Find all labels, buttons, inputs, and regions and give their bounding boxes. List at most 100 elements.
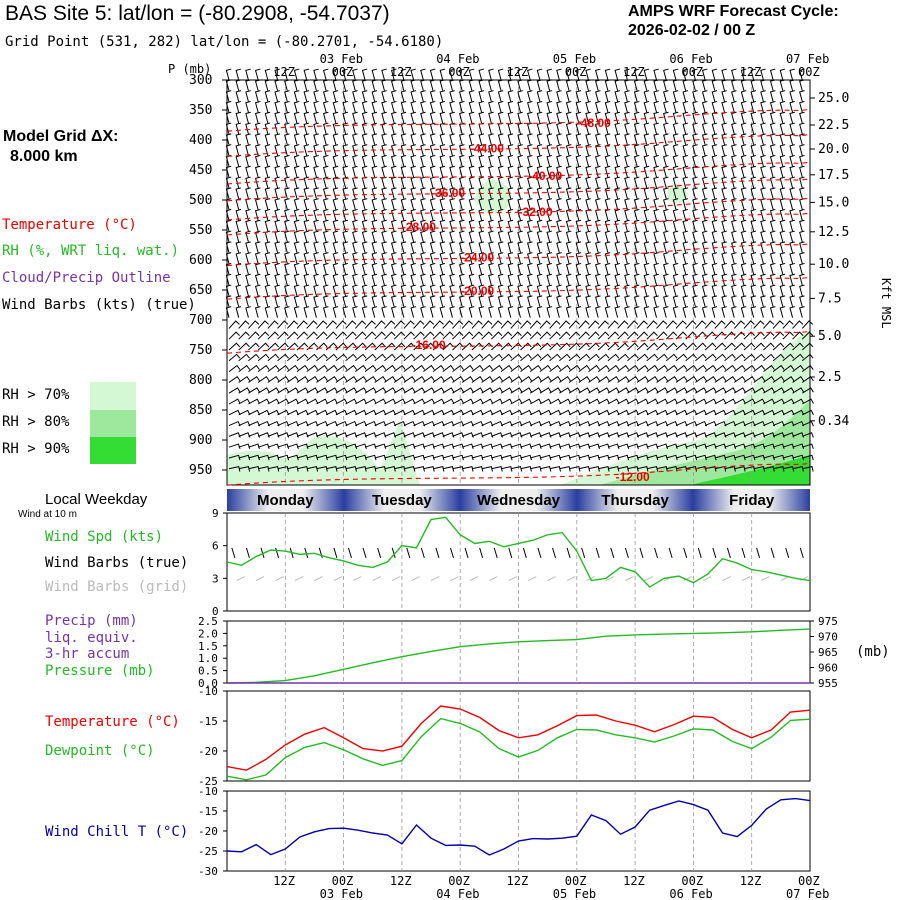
wind-barb [491,398,503,405]
wind-barb [779,284,786,297]
wind-barb [225,241,232,253]
wind-barb [779,79,786,91]
wind-barb [497,90,504,102]
wind-barb [374,376,387,383]
wind-barb [682,165,689,178]
wind-barb [636,364,649,372]
wind-barb [653,187,659,199]
wind-barb [313,306,319,318]
wind-barb [740,284,747,297]
wind-barb [711,198,718,210]
wind-barb [682,154,689,167]
wind-barb [390,165,397,178]
wind-barb [439,306,446,318]
wind-barb [390,306,397,318]
wind-barb [264,154,271,167]
wind-barb [704,353,717,362]
wind-barb [711,262,718,275]
wind-barb [769,295,776,307]
wind-barb [429,133,436,145]
wind-barb [782,320,794,329]
wind-barb [740,90,747,102]
wind-barb [342,208,348,221]
wind-barb [704,409,717,416]
wind-barb [488,122,494,135]
wind-barb [792,398,805,405]
wind-barb [556,187,562,199]
wind-barb [257,353,270,362]
wind-barb [449,262,455,275]
wind-barb [390,133,397,145]
wind-barb [400,111,407,124]
wind-barb [724,342,736,351]
wind-barb [225,133,232,145]
wind-barb [604,165,611,178]
wind-barb [536,273,543,286]
wind-barb [604,252,611,264]
wind-barb [254,306,261,318]
wind-barb [769,187,776,199]
wind-barb [598,465,610,472]
wind-barb [595,284,601,297]
wind-barb [439,187,446,199]
wind-barb [663,219,669,232]
rh-legend-label: RH (%, WRT liq. wat.) [2,243,180,259]
wind-barb [345,364,357,372]
wind-barb [588,387,601,394]
wind-barb [779,68,786,81]
wind-barb [313,219,319,232]
wind-barb [772,398,785,405]
wind-barb [287,420,299,427]
wind-barb [284,284,290,297]
wind-barb [675,454,688,461]
wind-barb [760,90,766,102]
wind-barb [507,241,514,253]
rh-shade-mid [474,179,511,213]
wind-barb [235,165,242,178]
wind-barb [225,198,232,210]
wind-barb [692,122,698,135]
wind-barb [546,154,553,167]
wind-barb [799,165,805,178]
wind-barb [672,273,679,286]
wind-barb [789,208,795,221]
wind-barb [335,420,348,427]
wind-barb [303,230,310,243]
wind-barb [442,398,455,405]
wind-barb [400,230,407,243]
wind-barb [264,198,271,210]
wind-barb [646,443,659,449]
wind-barb [364,387,377,394]
wind-barb [799,241,805,253]
wind-barb [420,295,426,307]
wind-barb [721,306,727,318]
temperature-panel-ytick-label: -10 [198,685,218,698]
wind-barb [306,331,318,340]
wind-barb [257,420,270,427]
rh-shade-right-90 [690,455,810,485]
wind-barb [527,262,533,275]
wind-barb [303,208,310,221]
isotherm-line [226,161,811,185]
wind-barb [322,90,329,102]
wind-barb [711,100,718,113]
wind-barb [303,187,310,199]
wind-barb [361,122,368,135]
wind-barb [753,320,765,329]
wind-barb [478,284,485,297]
wind-barb [734,465,746,472]
wind-barb [403,364,416,372]
wind-barb [264,133,271,145]
wind-barb [245,273,251,286]
wind-barb [326,454,338,461]
wind-barb [614,252,621,264]
isotherm-label: -16.00 [412,338,446,352]
wind-barb [536,306,543,318]
wind-barb [527,100,533,113]
wind-barb [663,284,669,297]
wind-barb [734,387,746,394]
wind-barb [769,208,776,221]
wind-barb [646,353,659,362]
wind-barb [617,376,630,383]
grid-wind-barb [702,576,712,581]
